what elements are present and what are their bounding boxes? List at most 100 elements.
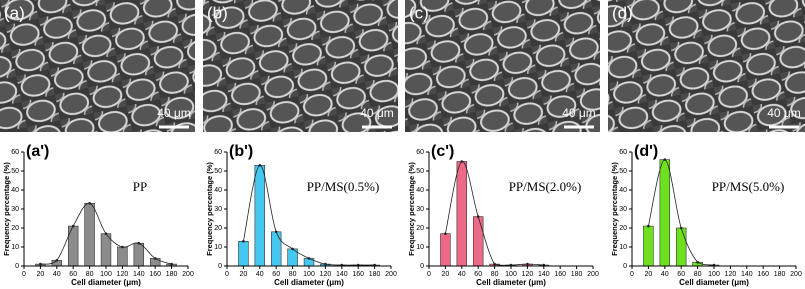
point — [291, 247, 294, 251]
point — [679, 226, 683, 230]
x-tick-label: 80 — [289, 271, 297, 278]
y-tick-label: 50 — [619, 168, 627, 175]
bar — [472, 216, 484, 267]
bar — [456, 161, 468, 267]
y-tick-label: 10 — [416, 244, 424, 251]
y-tick-label: 30 — [214, 206, 222, 213]
x-tick-label: 160 — [757, 271, 769, 278]
point — [71, 224, 75, 228]
point — [663, 158, 667, 161]
point — [274, 230, 278, 234]
annotation: PP/MS(2.0%) — [509, 179, 582, 194]
y-tick-label: 0 — [15, 263, 19, 270]
y-tick-label: 40 — [416, 187, 424, 194]
x-tick-label: 20 — [645, 271, 653, 278]
scale-bar-label: 40 μm — [562, 106, 596, 120]
x-tick-label: 0 — [22, 271, 26, 278]
y-tick-label: 20 — [214, 225, 222, 232]
bar — [675, 227, 687, 267]
point — [493, 262, 496, 266]
y-tick-label: 0 — [218, 263, 222, 270]
point — [242, 240, 245, 243]
x-axis-label: Cell diameter (μm) — [274, 278, 344, 287]
point — [170, 262, 173, 266]
x-tick-label: 60 — [677, 271, 685, 278]
bar — [440, 233, 451, 267]
x-tick-label: 100 — [100, 271, 112, 278]
bar — [254, 165, 266, 267]
bar — [238, 241, 249, 267]
bar — [100, 233, 112, 267]
x-tick-label: 120 — [522, 271, 534, 278]
y-tick-label: 50 — [11, 168, 19, 175]
y-tick-label: 10 — [214, 244, 222, 251]
x-tick-label: 40 — [256, 271, 264, 278]
x-tick-label: 100 — [708, 271, 720, 278]
x-tick-label: 40 — [661, 271, 669, 278]
y-tick-label: 30 — [619, 206, 627, 213]
y-tick-label: 0 — [420, 263, 424, 270]
panel-label: (d') — [634, 143, 658, 160]
x-tick-label: 60 — [474, 271, 482, 278]
point — [104, 232, 108, 235]
y-tick-label: 60 — [11, 149, 19, 156]
x-tick-label: 180 — [369, 271, 381, 278]
x-tick-label: 0 — [225, 271, 229, 278]
x-tick-label: 200 — [790, 271, 802, 278]
y-tick-label: 50 — [416, 168, 424, 175]
image-label: (c) — [409, 3, 429, 22]
sem-image — [0, 0, 195, 132]
point — [526, 262, 529, 266]
y-tick-label: 30 — [416, 206, 424, 213]
annotation: PP — [133, 179, 147, 194]
bar — [133, 242, 145, 267]
y-tick-label: 40 — [619, 187, 627, 194]
y-tick-label: 50 — [214, 168, 222, 175]
y-tick-label: 10 — [619, 244, 627, 251]
point — [460, 160, 464, 163]
point — [696, 260, 699, 264]
y-tick-label: 20 — [416, 225, 424, 232]
point — [307, 257, 311, 260]
x-tick-label: 40 — [458, 271, 466, 278]
panel-label: (a') — [26, 143, 49, 160]
bar — [117, 246, 128, 267]
y-tick-label: 40 — [11, 187, 19, 194]
x-tick-label: 200 — [182, 271, 194, 278]
x-tick-label: 120 — [320, 271, 332, 278]
x-tick-label: 160 — [554, 271, 566, 278]
x-tick-label: 100 — [505, 271, 517, 278]
y-tick-label: 20 — [619, 225, 627, 232]
x-tick-label: 160 — [352, 271, 364, 278]
x-axis-label: Cell diameter (μm) — [679, 278, 749, 287]
sem-image — [203, 0, 398, 132]
x-tick-label: 160 — [149, 271, 161, 278]
point — [137, 241, 141, 245]
x-tick-label: 80 — [491, 271, 499, 278]
scale-bar-label: 40 μm — [360, 106, 394, 120]
x-tick-label: 40 — [53, 271, 61, 278]
x-tick-label: 100 — [303, 271, 315, 278]
sem-image — [608, 0, 805, 132]
point — [153, 257, 157, 260]
point — [55, 259, 59, 262]
point — [121, 245, 124, 249]
x-tick-label: 140 — [741, 271, 753, 278]
y-tick-label: 30 — [11, 206, 19, 213]
scale-bar-label: 40 μm — [157, 106, 191, 120]
bar — [84, 203, 95, 267]
point — [647, 224, 650, 228]
image-label: (a) — [4, 3, 25, 22]
x-tick-label: 20 — [37, 271, 45, 278]
image-label: (b) — [207, 3, 228, 22]
x-tick-label: 80 — [694, 271, 702, 278]
x-tick-label: 0 — [427, 271, 431, 278]
x-tick-label: 140 — [538, 271, 550, 278]
y-tick-label: 60 — [416, 149, 424, 156]
x-tick-label: 140 — [336, 271, 348, 278]
bar — [643, 225, 654, 267]
point — [324, 262, 327, 266]
y-tick-label: 0 — [623, 263, 627, 270]
x-tick-label: 20 — [442, 271, 450, 278]
x-axis-label: Cell diameter (μm) — [476, 278, 546, 287]
